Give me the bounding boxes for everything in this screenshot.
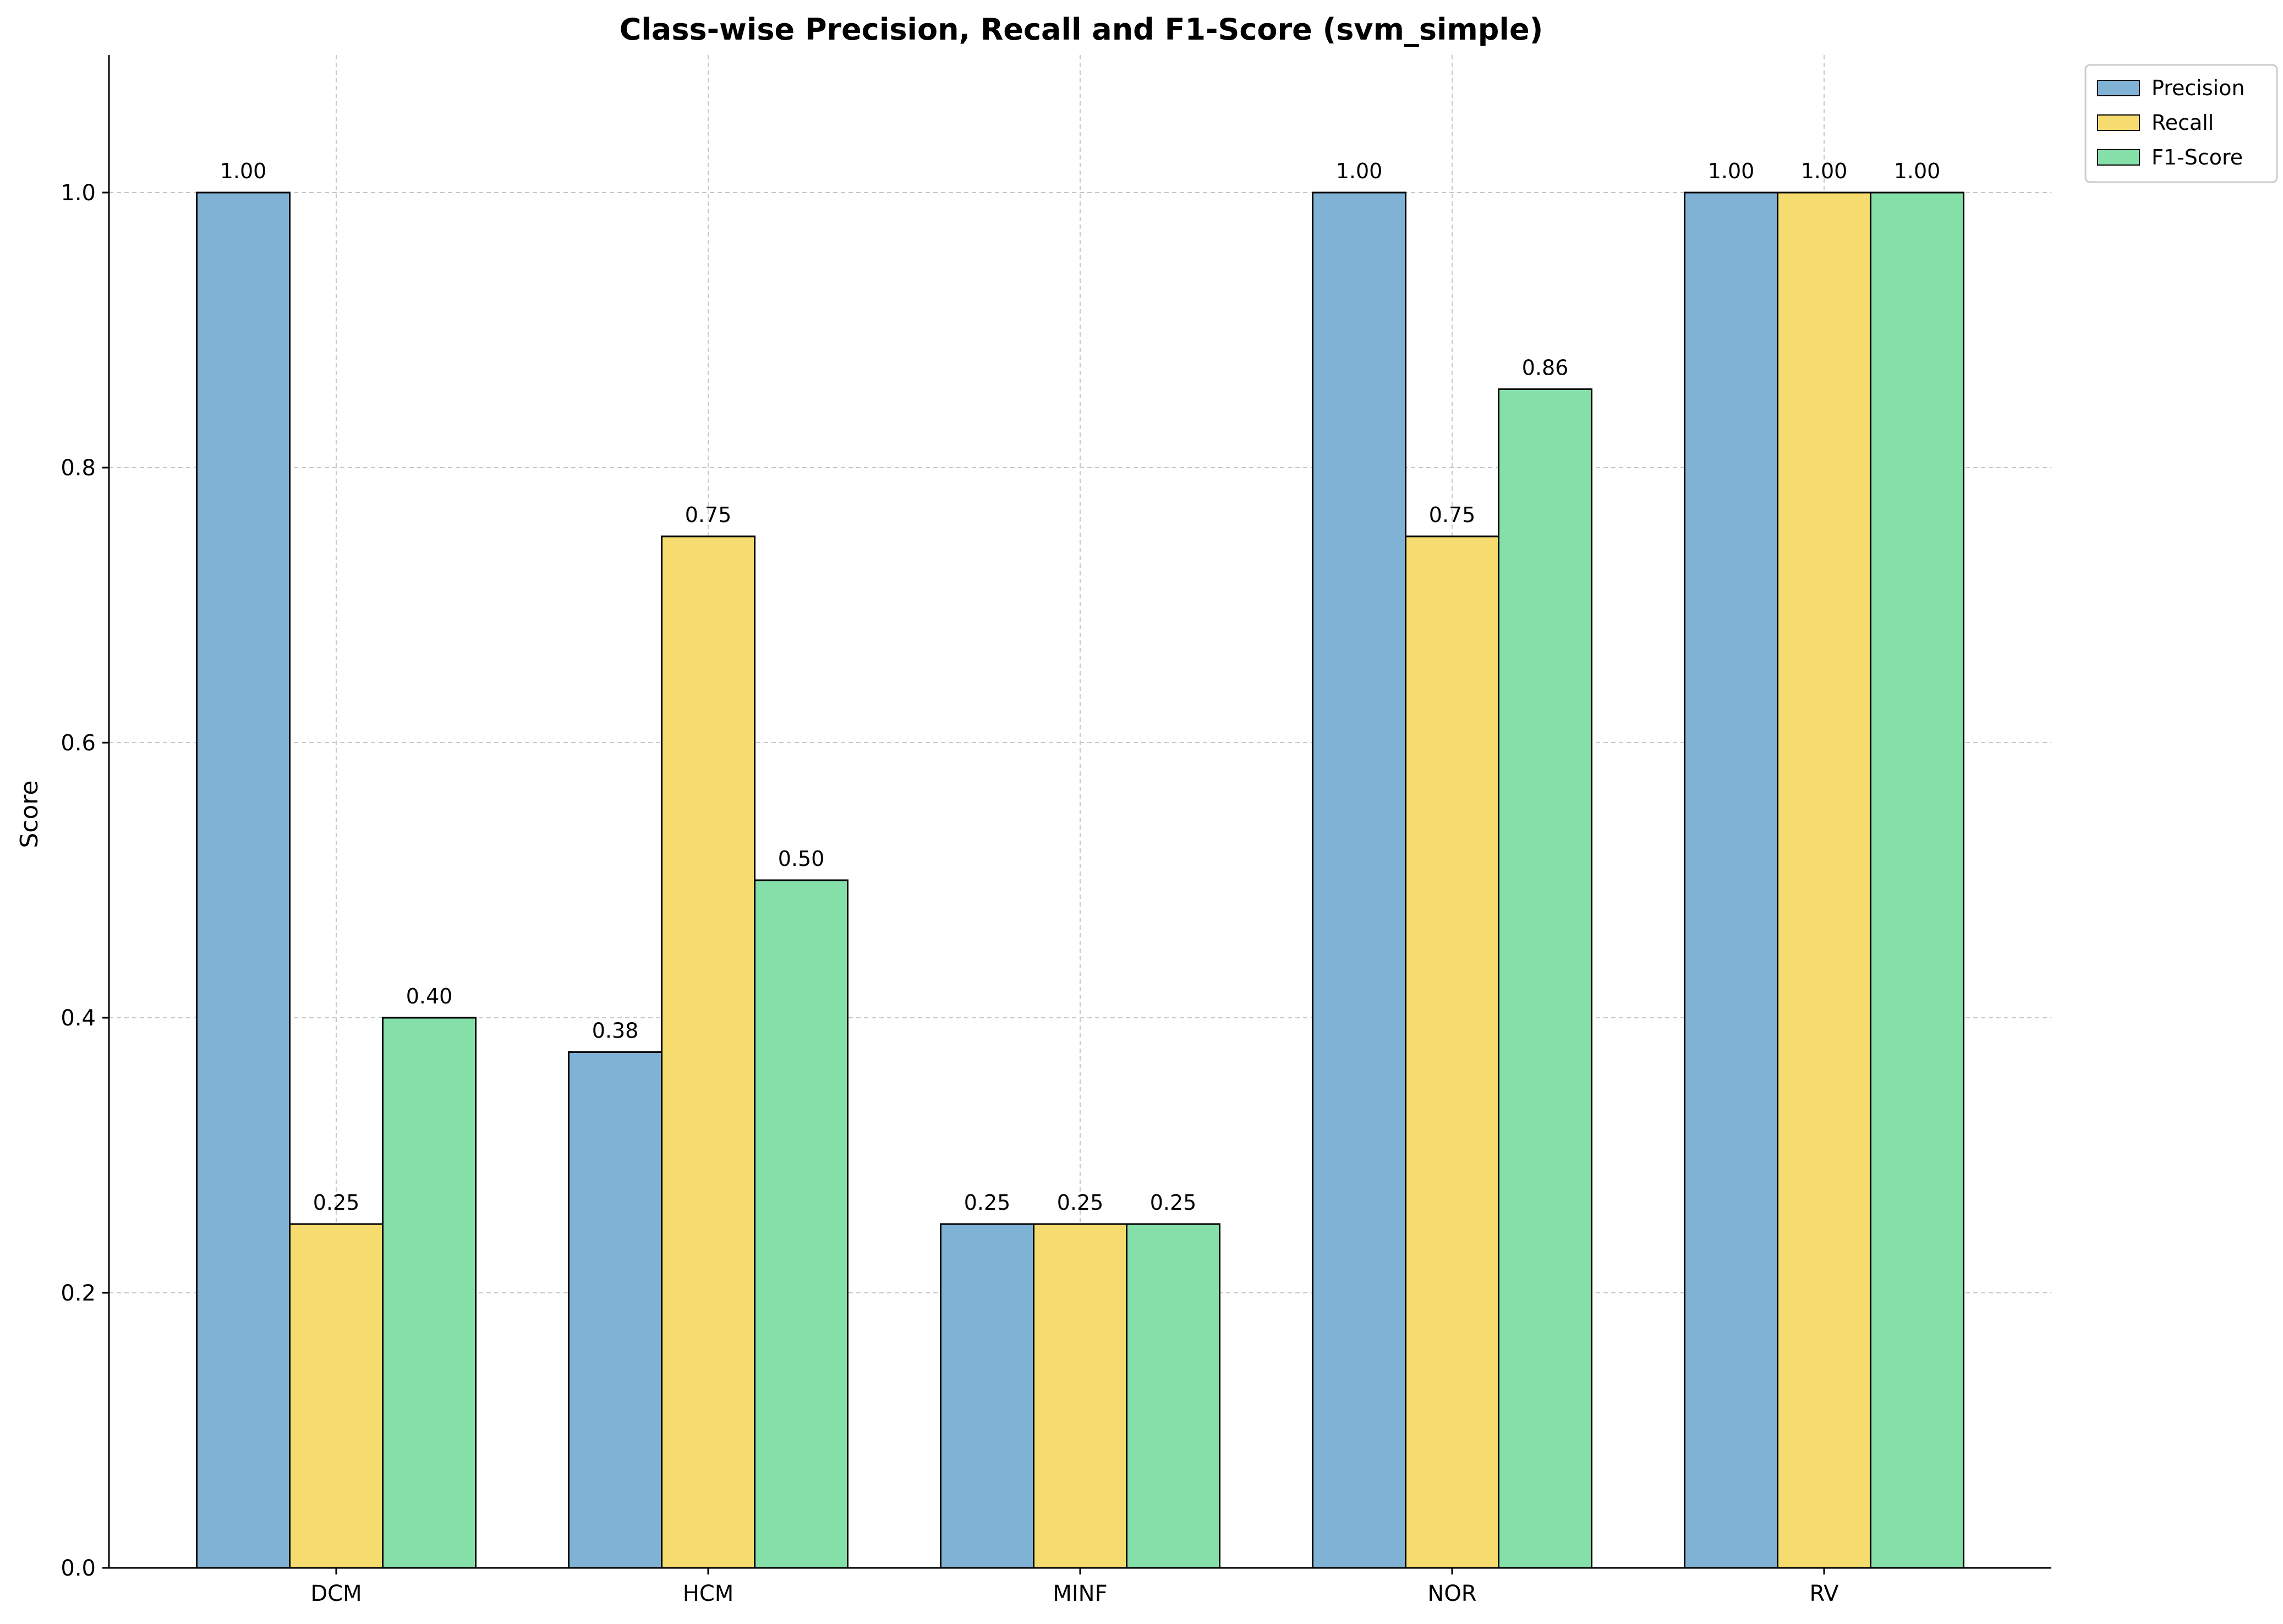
data-label: 1.00 — [1708, 159, 1755, 183]
bar-precision-rv — [1684, 191, 1778, 1569]
legend-label: Precision — [2151, 76, 2245, 100]
data-label: 0.25 — [1150, 1190, 1197, 1215]
y-tick-label: 0.4 — [61, 1006, 96, 1031]
y-tick-label: 0.8 — [61, 456, 96, 481]
y-tick-label: 0.2 — [61, 1281, 96, 1306]
data-label: 1.00 — [1894, 159, 1941, 183]
bar-f1-score-rv — [1870, 191, 1964, 1569]
bar-recall-rv — [1777, 191, 1871, 1569]
bar-f1-score-minf — [1126, 1223, 1220, 1569]
data-label: 0.25 — [313, 1190, 360, 1215]
axes: 0.0 0.2 0.4 0.6 0.8 1.0 DCM HCM MINF NOR RV — [61, 55, 2051, 1606]
bar-precision-dcm — [196, 191, 291, 1569]
data-label: 1.00 — [1801, 159, 1848, 183]
x-tick-label: MINF — [1053, 1581, 1107, 1606]
y-axis-label: Score — [15, 780, 43, 848]
data-label: 0.50 — [778, 847, 825, 871]
data-label: 0.86 — [1522, 356, 1569, 380]
bar-f1-score-dcm — [382, 1017, 477, 1569]
data-label: 1.00 — [220, 159, 267, 183]
bar-recall-minf — [1033, 1223, 1127, 1569]
data-label: 0.75 — [685, 503, 732, 527]
bar-precision-nor — [1312, 191, 1406, 1569]
x-tick-label: RV — [1810, 1581, 1839, 1606]
data-label: 0.75 — [1429, 503, 1476, 527]
data-labels: 1.00 0.38 0.25 1.00 1.00 0.25 0.75 0.25 0.75 1.00… — [220, 159, 1941, 1215]
y-tick-label: 1.0 — [61, 180, 96, 206]
bar-recall-nor — [1405, 535, 1499, 1569]
data-label: 0.40 — [406, 984, 453, 1008]
data-label: 0.25 — [964, 1190, 1011, 1215]
x-tick-label: HCM — [683, 1581, 734, 1606]
bar-recall-hcm — [661, 535, 755, 1569]
x-tick-label: DCM — [310, 1581, 362, 1606]
bar-precision-hcm — [568, 1051, 663, 1569]
legend-label: Recall — [2151, 111, 2214, 135]
legend-swatch — [2097, 80, 2140, 96]
x-tick-label: NOR — [1427, 1581, 1476, 1606]
bar-precision-minf — [940, 1223, 1034, 1569]
legend: Precision Recall F1-Score — [2084, 64, 2278, 183]
legend-label: F1-Score — [2151, 145, 2243, 169]
legend-swatch — [2097, 149, 2140, 166]
chart-title: Class-wise Precision, Recall and F1-Scor… — [620, 12, 1543, 47]
bar-recall-dcm — [289, 1223, 384, 1569]
legend-swatch — [2097, 114, 2140, 131]
data-label: 0.25 — [1057, 1190, 1104, 1215]
y-tick-label: 0.0 — [61, 1556, 96, 1581]
y-tick-label: 0.6 — [61, 731, 96, 756]
data-label: 0.38 — [592, 1019, 639, 1043]
bars — [196, 191, 1964, 1569]
bar-f1-score-nor — [1498, 388, 1592, 1569]
bar-f1-score-hcm — [754, 879, 848, 1569]
data-label: 1.00 — [1336, 159, 1383, 183]
